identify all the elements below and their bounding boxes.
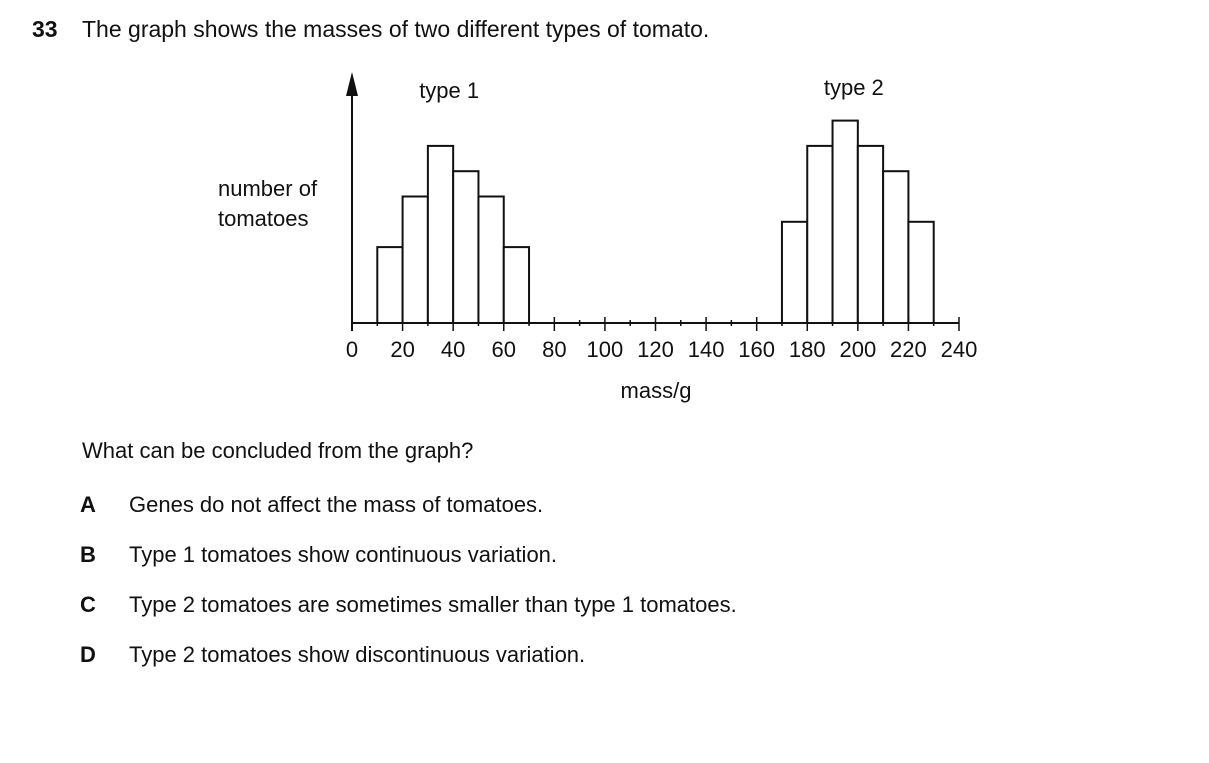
- histogram-bar: [426, 144, 455, 324]
- y-axis-label-line2: tomatoes: [218, 206, 309, 231]
- series-label: type 2: [824, 75, 884, 100]
- histogram-bar: [831, 119, 859, 324]
- x-tick-label: 20: [390, 337, 414, 362]
- y-axis-arrow-icon: [346, 72, 358, 96]
- x-tick-label: 240: [941, 337, 978, 362]
- question-stem: The graph shows the masses of two differ…: [82, 16, 710, 42]
- x-tick-labels: 0 20 40 60 80 100 120 140 160 180 200 220 240: [346, 337, 977, 362]
- histogram-chart: 0 20 40 60 80 100 120 140 160 180 200 220 240 number…: [218, 72, 977, 403]
- x-tick-label: 80: [542, 337, 566, 362]
- x-axis-label: mass/g: [621, 378, 692, 403]
- series-label: type 1: [419, 78, 479, 103]
- x-tick-label: 60: [492, 337, 516, 362]
- histogram-bar: [376, 246, 404, 325]
- histogram-bar: [401, 195, 429, 324]
- chart-bars: [376, 119, 935, 325]
- x-tick-label: 200: [839, 337, 876, 362]
- option-letter: A: [80, 492, 96, 517]
- x-ticks: [351, 317, 960, 331]
- option-letter: C: [80, 592, 96, 617]
- histogram-bar: [907, 220, 935, 324]
- x-tick-label: 180: [789, 337, 826, 362]
- option-text: Type 2 tomatoes are sometimes smaller th…: [129, 592, 737, 617]
- x-tick-label: 100: [587, 337, 624, 362]
- x-tick-label: 140: [688, 337, 725, 362]
- histogram-bar: [806, 144, 834, 324]
- x-tick-label: 220: [890, 337, 927, 362]
- x-tick-label: 40: [441, 337, 465, 362]
- option-text: Type 1 tomatoes show continuous variatio…: [129, 542, 558, 567]
- option-text: Type 2 tomatoes show discontinuous varia…: [129, 642, 586, 667]
- histogram-bar: [452, 170, 480, 324]
- series-labels: type 1 type 2: [419, 75, 884, 103]
- y-axis-label-line1: number of: [218, 176, 318, 201]
- x-tick-label: 120: [637, 337, 674, 362]
- x-tick-label: 160: [738, 337, 775, 362]
- option-text: Genes do not affect the mass of tomatoes…: [129, 492, 544, 517]
- histogram-bar: [882, 170, 910, 324]
- option-letter: D: [80, 642, 96, 667]
- option-letter: B: [80, 542, 96, 567]
- histogram-bar: [856, 144, 885, 324]
- histogram-bar: [780, 220, 809, 324]
- question-prompt: What can be concluded from the graph?: [82, 438, 474, 463]
- question-number: 33: [32, 16, 58, 42]
- x-tick-label: 0: [346, 337, 358, 362]
- histogram-bar: [477, 195, 505, 324]
- histogram-bar: [502, 246, 531, 325]
